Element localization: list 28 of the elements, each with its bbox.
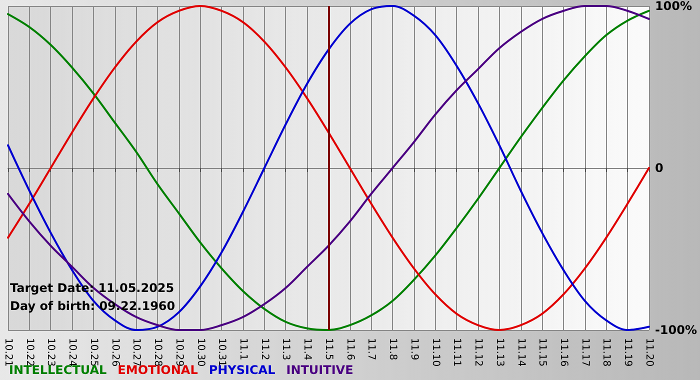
- x-tick-label: 10.31: [216, 338, 228, 367]
- x-tick-label: 11.11: [451, 338, 462, 367]
- x-tick-label: 11.8: [387, 338, 398, 360]
- x-tick-label: 11.16: [558, 338, 569, 367]
- x-tick-label: 11.17: [579, 338, 590, 367]
- x-tick-label: 11.18: [600, 338, 612, 367]
- y-tick-label: -100%: [654, 323, 698, 337]
- x-tick-label: 10.21: [2, 338, 14, 367]
- x-tick-label: 11.13: [494, 338, 505, 367]
- x-tick-label: 11.6: [344, 338, 356, 360]
- y-tick-label: 100%: [654, 0, 692, 13]
- x-tick-label: 10.26: [109, 338, 120, 367]
- x-tick-label: 11.3: [280, 338, 292, 360]
- x-tick-label: 11.20: [643, 338, 654, 367]
- x-tick-label: 11.9: [408, 338, 420, 360]
- x-tick-label: 11.14: [515, 338, 526, 367]
- text: INTUITIVE: [286, 363, 354, 377]
- x-tick-label: 11.15: [536, 338, 548, 367]
- x-tick-label: 11.1: [238, 338, 249, 360]
- x-tick-label: 11.4: [302, 338, 313, 360]
- x-tick-label: 11.2: [258, 338, 270, 360]
- x-tick-label: 11.10: [430, 338, 441, 367]
- x-tick-label: 11.12: [472, 338, 484, 367]
- x-tick-label: 10.30: [194, 338, 206, 367]
- x-tick-label: 11.19: [622, 338, 634, 367]
- y-tick-label: 0: [654, 161, 664, 175]
- x-tick-label: 11.7: [366, 338, 377, 360]
- x-tick-label: 11.5: [322, 338, 334, 360]
